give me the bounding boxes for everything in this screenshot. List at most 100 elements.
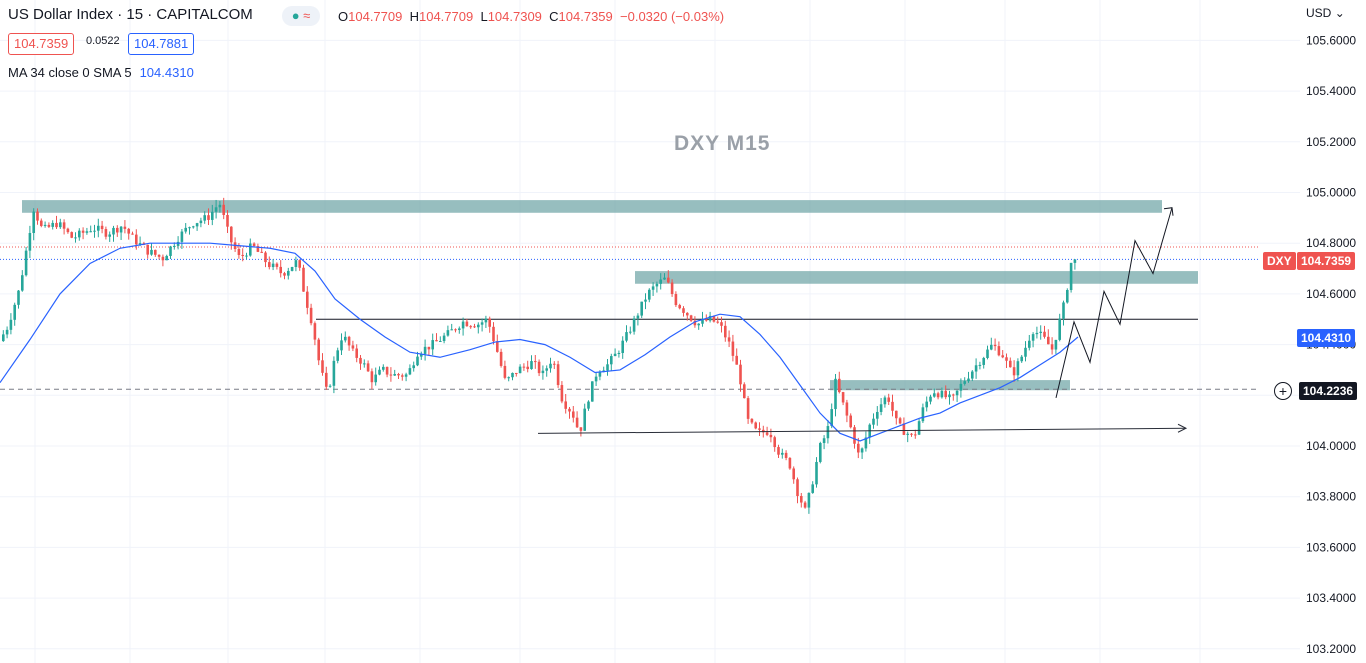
price-axis[interactable]: 105.6000 105.4000 105.2000 105.0000 104.8000… xyxy=(1306,33,1356,655)
buy-price-button[interactable]: 104.7881 xyxy=(128,33,195,55)
candle-body xyxy=(116,227,119,233)
candle-body xyxy=(686,312,689,316)
candle-body xyxy=(515,372,518,374)
candle-body xyxy=(264,252,267,263)
candle-body xyxy=(879,404,883,412)
sell-price-button[interactable]: 104.7359 xyxy=(8,33,75,55)
candle-body xyxy=(610,356,613,365)
candle-body xyxy=(192,226,195,228)
candle-body xyxy=(279,266,282,274)
candle-body xyxy=(47,224,51,227)
candle-body xyxy=(982,357,985,365)
candle-body xyxy=(230,226,233,243)
candle-body xyxy=(439,341,442,343)
candle-body xyxy=(450,329,453,331)
symbol-title[interactable]: US Dollar Index · 15 · CAPITALCOM xyxy=(8,6,253,23)
candle-body xyxy=(199,220,203,224)
candle-body xyxy=(667,277,670,283)
candle-body xyxy=(1039,331,1042,333)
candle-body xyxy=(948,394,951,398)
candle-body xyxy=(902,423,906,435)
candle-body xyxy=(530,361,533,370)
candle-body xyxy=(89,231,92,233)
candle-body xyxy=(1066,289,1069,303)
candle-body xyxy=(944,390,947,398)
candle-body xyxy=(1043,331,1046,337)
market-status-icon[interactable]: ● ≈ xyxy=(282,6,320,26)
candle-body xyxy=(716,321,719,323)
candle-body xyxy=(682,308,685,313)
candle-body xyxy=(173,245,176,247)
candle-body xyxy=(97,225,100,231)
candle-body xyxy=(754,422,757,429)
candle-body xyxy=(724,325,727,338)
candle-body xyxy=(211,211,214,220)
zone-rect xyxy=(22,200,1162,213)
candle-body xyxy=(477,324,480,328)
candle-body xyxy=(1054,339,1058,350)
candle-body xyxy=(556,364,560,386)
add-alert-plus-icon[interactable]: + xyxy=(1274,382,1292,400)
candle-body xyxy=(1009,360,1012,368)
candle-body xyxy=(104,229,108,237)
candle-body xyxy=(503,365,507,378)
candle-body xyxy=(135,234,138,245)
candle-body xyxy=(921,407,925,422)
candle-body xyxy=(632,318,636,332)
candle-body xyxy=(100,225,104,230)
candle-body xyxy=(321,360,324,373)
candle-body xyxy=(796,479,799,497)
candle-body xyxy=(344,336,347,341)
candle-body xyxy=(423,346,427,354)
last-price-tag: 104.7359 xyxy=(1297,252,1356,270)
candle-body xyxy=(739,364,742,385)
candle-body xyxy=(986,349,989,358)
candle-body xyxy=(591,381,594,402)
sma-value-tag: 104.4310 xyxy=(1297,329,1356,347)
candle-body xyxy=(849,415,852,428)
candle-body xyxy=(826,426,830,439)
candle-body xyxy=(302,267,305,292)
candle-body xyxy=(340,340,343,351)
candle-body xyxy=(773,437,776,448)
candle-body xyxy=(154,249,157,255)
candle-body xyxy=(119,226,123,233)
y-tick-label: 104.6000 xyxy=(1306,287,1356,301)
candle-body xyxy=(389,374,393,376)
candle-body xyxy=(59,222,62,228)
candle-body xyxy=(735,355,738,365)
indicator-legend[interactable]: MA 34 close 0 SMA 5 104.4310 xyxy=(8,65,194,80)
candle-body xyxy=(670,282,674,295)
candle-body xyxy=(127,228,130,234)
candle-body xyxy=(898,418,902,424)
candle-body xyxy=(275,263,279,267)
projection-arrow-head xyxy=(1163,207,1174,216)
candle-body xyxy=(1062,302,1065,319)
candle-body xyxy=(9,319,13,330)
candle-body xyxy=(370,371,374,383)
candle-body xyxy=(260,251,263,253)
candle-body xyxy=(169,246,172,256)
candle-body xyxy=(883,397,887,405)
candle-body xyxy=(1016,361,1020,376)
candle-body xyxy=(249,243,252,256)
candle-body xyxy=(914,434,917,436)
candle-body xyxy=(484,318,488,323)
currency-selector[interactable]: USD ⌄ xyxy=(1306,6,1345,20)
candle-body xyxy=(815,461,818,485)
candle-body xyxy=(1024,347,1027,357)
candle-body xyxy=(13,304,16,320)
chevron-down-icon: ⌄ xyxy=(1334,6,1345,20)
candle-body xyxy=(758,428,761,430)
candle-body xyxy=(689,315,693,321)
candle-body xyxy=(313,323,317,340)
candle-body xyxy=(294,260,298,268)
candle-body xyxy=(401,375,404,377)
trend-arrow-head xyxy=(1177,423,1188,433)
candle-body xyxy=(184,227,187,232)
candle-body xyxy=(887,397,890,402)
candle-body xyxy=(469,326,472,328)
candle-body xyxy=(180,231,184,242)
candle-body xyxy=(283,273,286,276)
